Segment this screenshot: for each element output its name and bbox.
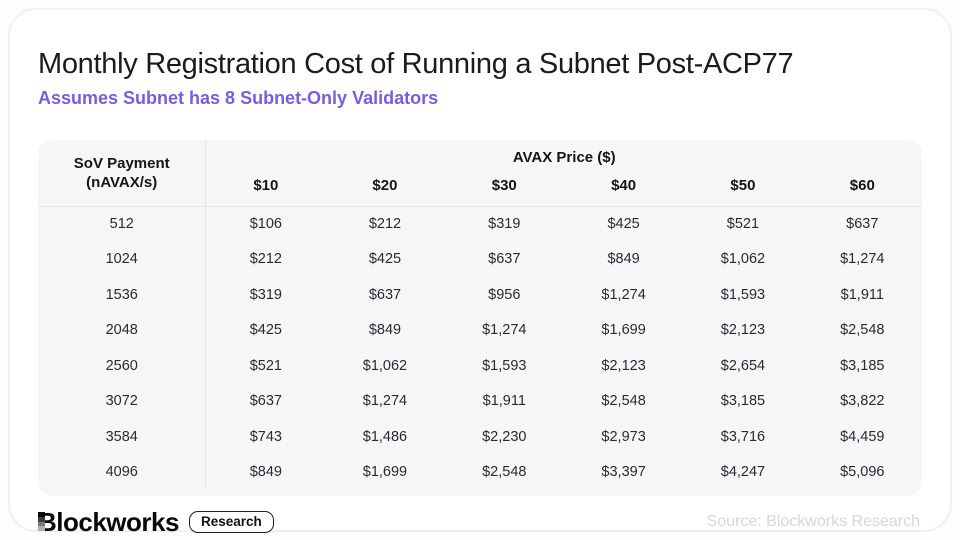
sov-payment-cell: 1024 xyxy=(105,251,138,268)
cost-value-cell: $1,911 xyxy=(482,393,526,410)
cost-value-cell: $4,459 xyxy=(840,428,885,445)
cost-value-cell: $425 xyxy=(368,251,402,268)
cost-value-cell: $521 xyxy=(726,216,760,232)
cost-value-cell: $849 xyxy=(607,251,640,268)
price-column-header: $40 xyxy=(563,166,684,207)
sov-payment-cell: 3072 xyxy=(105,393,138,410)
table-row: 4096 $849 $1,699 $2,548 $3,397 $4,247 $5,096 xyxy=(38,454,922,490)
cost-value-cell: $849 xyxy=(368,322,402,339)
row-header-label: SoV Payment (nAVAX/s) xyxy=(38,140,206,207)
cost-value-cell: $1,274 xyxy=(601,286,646,303)
cost-value-cell: $2,230 xyxy=(482,428,527,445)
blockworks-logo: Blockworks Research xyxy=(38,508,274,536)
cost-table-body: 512 $106 $212 $319 $425 $521 $637 1024 $212 $425 $… xyxy=(38,206,922,490)
table-row: 1536 $319 $637 $956 $1,274 $1,593 $1,911 xyxy=(38,277,922,313)
cost-value-cell: $1,911 xyxy=(840,286,884,303)
footer: Blockworks Research Source: Blockworks R… xyxy=(38,505,922,539)
sov-payment-cell: 1536 xyxy=(105,286,138,303)
cost-value-cell: $5,096 xyxy=(840,464,885,481)
cost-value-cell: $1,593 xyxy=(720,286,766,303)
research-badge: Research xyxy=(188,511,274,533)
price-column-header: $60 xyxy=(802,166,922,207)
cost-value-cell: $3,185 xyxy=(840,357,885,374)
cost-value-cell: $1,486 xyxy=(362,428,408,445)
table-row: 512 $106 $212 $319 $425 $521 $637 xyxy=(38,206,922,242)
cost-value-cell: $1,593 xyxy=(482,357,527,374)
cost-value-cell: $1,062 xyxy=(362,357,408,374)
cost-value-cell: $425 xyxy=(607,216,640,232)
sov-payment-cell: 2560 xyxy=(105,357,138,374)
cost-value-cell: $743 xyxy=(205,419,326,455)
page-subtitle: Assumes Subnet has 8 Subnet-Only Validat… xyxy=(38,88,439,108)
source-attribution: Source: Blockworks Research xyxy=(706,513,920,530)
blockworks-logo-text: Blockworks xyxy=(38,507,179,537)
cost-value-cell: $2,548 xyxy=(601,393,646,410)
cost-value-cell: $3,185 xyxy=(720,393,766,410)
cost-value-cell: $637 xyxy=(205,383,326,419)
price-column-header: $50 xyxy=(683,166,803,207)
sov-payment-cell: 3584 xyxy=(105,428,138,445)
cost-value-cell: $425 xyxy=(205,312,326,348)
sov-payment-cell: 4096 xyxy=(105,464,138,481)
cost-table: SoV Payment (nAVAX/s) AVAX Price ($) $10… xyxy=(38,140,922,490)
cost-value-cell: $1,062 xyxy=(720,251,766,268)
cost-value-cell: $1,274 xyxy=(840,251,885,268)
group-header-row: SoV Payment (nAVAX/s) AVAX Price ($) xyxy=(38,140,922,207)
cost-value-cell: $849 xyxy=(205,454,326,490)
cost-value-cell: $2,123 xyxy=(601,357,646,374)
table-row: 2560 $521 $1,062 $1,593 $2,123 $2,654 $3,185 xyxy=(38,348,922,384)
cost-value-cell: $4,247 xyxy=(720,464,766,481)
table-row: 3584 $743 $1,486 $2,230 $2,973 $3,716 $4,459 xyxy=(38,419,922,455)
column-header-row: $10 $20 $30 $40 $50 $60 xyxy=(38,166,922,207)
cost-value-cell: $2,548 xyxy=(840,322,885,339)
row-header-label-line2: (nAVAX/s) xyxy=(86,173,158,191)
blockworks-logo-wordmark: Blockworks xyxy=(38,508,179,536)
row-header-label-line1: SoV Payment xyxy=(73,154,170,172)
cost-value-cell: $1,274 xyxy=(362,393,408,410)
sov-payment-cell: 2048 xyxy=(105,322,138,339)
price-column-header: $30 xyxy=(444,166,564,207)
price-column-header: $20 xyxy=(325,166,445,207)
cost-value-cell: $637 xyxy=(368,286,402,303)
cost-value-cell: $1,699 xyxy=(601,322,646,339)
table-row: 3072 $637 $1,274 $1,911 $2,548 $3,185 $3,822 xyxy=(38,383,922,419)
cost-table-container: SoV Payment (nAVAX/s) AVAX Price ($) $10… xyxy=(38,140,922,496)
price-column-header: $10 xyxy=(205,166,326,207)
cost-value-cell: $956 xyxy=(488,286,521,303)
blockworks-logo-pixel-icon xyxy=(38,512,45,531)
table-row: 2048 $425 $849 $1,274 $1,699 $2,123 $2,548 xyxy=(38,312,922,348)
cost-value-cell: $106 xyxy=(205,206,326,242)
table-row: 1024 $212 $425 $637 $849 $1,062 $1,274 xyxy=(38,241,922,277)
cost-value-cell: $3,822 xyxy=(840,393,885,410)
cost-value-cell: $3,397 xyxy=(601,464,646,481)
cost-value-cell: $2,973 xyxy=(601,428,646,445)
column-group-label: AVAX Price ($) xyxy=(205,140,922,166)
sov-payment-cell: 512 xyxy=(109,216,134,232)
cost-value-cell: $521 xyxy=(205,348,326,384)
cost-value-cell: $637 xyxy=(488,251,521,268)
cost-value-cell: $319 xyxy=(205,277,326,313)
cost-value-cell: $319 xyxy=(488,216,521,232)
cost-value-cell: $1,274 xyxy=(482,322,527,339)
cost-value-cell: $212 xyxy=(368,216,402,232)
cost-value-cell: $3,716 xyxy=(720,428,766,445)
cost-value-cell: $1,699 xyxy=(362,464,408,481)
cost-value-cell: $212 xyxy=(205,241,326,277)
page-title: Monthly Registration Cost of Running a S… xyxy=(38,48,794,80)
cost-value-cell: $2,123 xyxy=(720,322,766,339)
cost-value-cell: $637 xyxy=(846,216,879,232)
cost-value-cell: $2,654 xyxy=(720,357,766,374)
cost-value-cell: $2,548 xyxy=(482,464,527,481)
content-card: Monthly Registration Cost of Running a S… xyxy=(8,8,952,536)
